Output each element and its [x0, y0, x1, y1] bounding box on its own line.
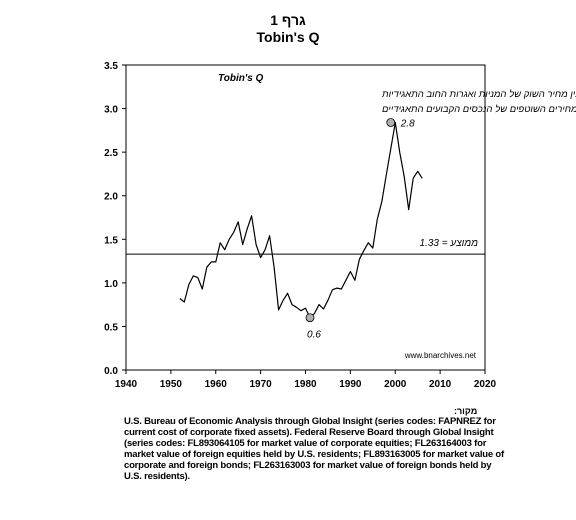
- x-tick-label: 2000: [384, 379, 407, 390]
- x-tick-label: 1940: [115, 379, 138, 390]
- annotation-label: 2.8: [400, 119, 415, 130]
- annotation-marker: [305, 313, 315, 323]
- x-tick-label: 1990: [339, 379, 362, 390]
- x-tick-label: 1980: [294, 379, 317, 390]
- y-tick-label: 2.0: [104, 192, 118, 203]
- annotation-marker: [386, 118, 396, 127]
- y-tick-label: 2.5: [104, 148, 118, 159]
- series-group: [179, 121, 423, 319]
- y-tick-label: 0.0: [104, 366, 118, 377]
- legend-title: Tobin's Q: [218, 73, 264, 84]
- source-note: מקור: U.S. Bureau of Economic Analysis t…: [124, 406, 504, 482]
- annotation-label: 0.6: [307, 330, 321, 341]
- chart-axes: 1940 1950 1960 1970 1980 1990 2000 2010 2020 0.0 0…: [104, 61, 496, 390]
- y-tick-label: 1.0: [104, 279, 118, 290]
- chart-svg: 1940 1950 1960 1970 1980 1990 2000 2010 2020 0.0 0…: [104, 61, 576, 390]
- x-tick-label: 2020: [474, 379, 497, 390]
- source-label: מקור:: [454, 406, 478, 416]
- reference-line-group: 1.33 = ממוצע: [126, 238, 485, 255]
- legend-line: ובין המחירים השוטפים של הנכסים הקבועים ה…: [382, 103, 576, 115]
- y-tick-label: 3.5: [104, 61, 118, 72]
- x-tick-label: 1950: [160, 379, 183, 390]
- y-tick-label: 3.0: [104, 105, 118, 116]
- y-tick-label: 0.5: [104, 322, 118, 333]
- x-tick-label: 1960: [205, 379, 228, 390]
- x-tick-label: 2010: [429, 379, 452, 390]
- x-tick-label: 1970: [250, 379, 273, 390]
- legend-line: היחס בין מחיר השוק של המניות ואגרות החוב…: [381, 88, 576, 100]
- legend: Tobin's Q היחס בין מחיר השוק של המניות וא…: [218, 73, 576, 360]
- chart-title: Tobin's Q: [256, 29, 320, 45]
- watermark: www.bnarchives.net: [404, 351, 477, 360]
- chart-title-block: גרף 1 Tobin's Q: [0, 12, 576, 46]
- y-tick-label: 1.5: [104, 235, 118, 246]
- graph-label: גרף 1: [270, 12, 306, 28]
- series-line-0: [179, 121, 423, 319]
- mean-reference-label: 1.33 = ממוצע: [420, 238, 479, 249]
- annotations-group: 2.8 0.6: [305, 118, 415, 341]
- source-text: U.S. Bureau of Economic Analysis through…: [124, 416, 504, 482]
